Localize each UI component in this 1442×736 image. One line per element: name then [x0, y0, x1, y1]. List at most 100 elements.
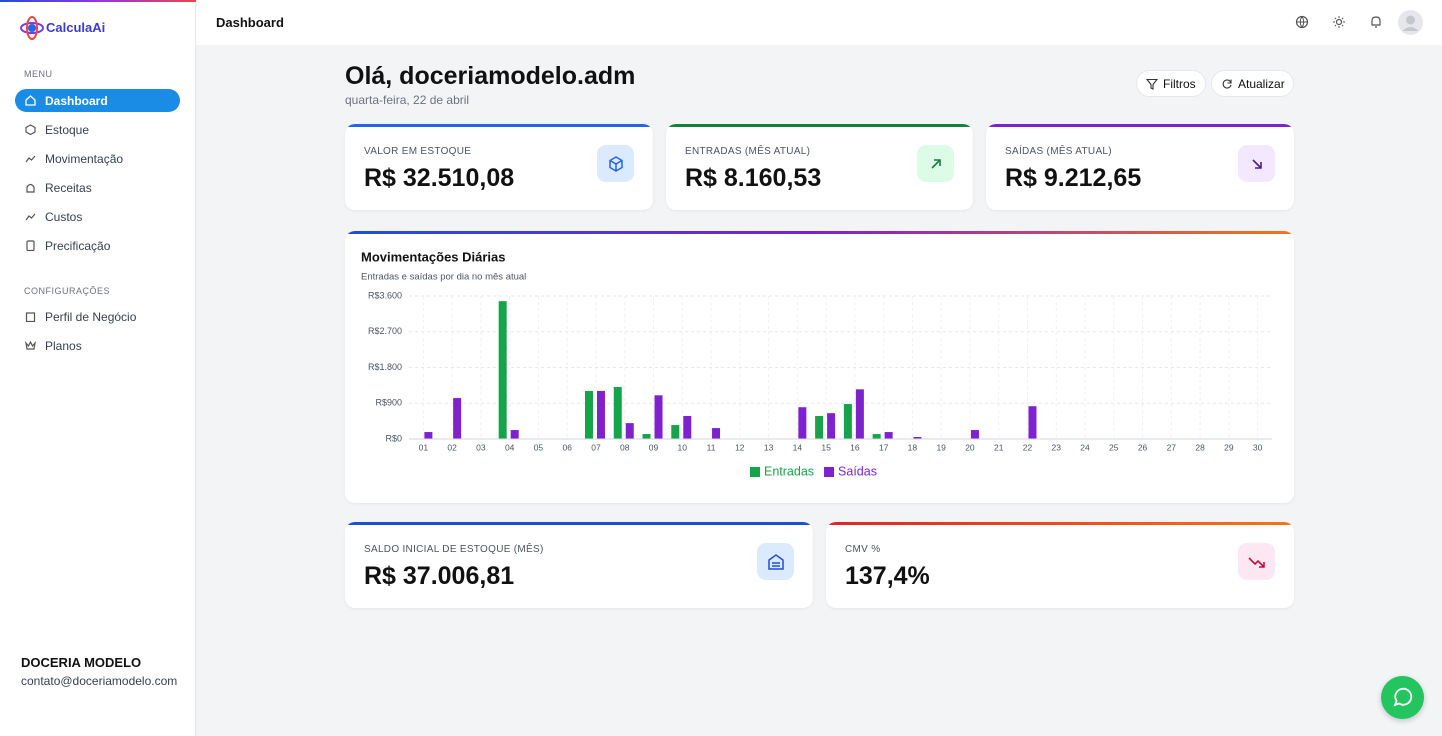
bar	[498, 301, 507, 439]
card-label: VALOR EM ESTOQUE	[364, 146, 472, 157]
card-value: R$ 37.006,81	[364, 562, 515, 590]
card-icon	[917, 145, 954, 182]
x-tick-label: 14	[793, 442, 803, 452]
menu-label: Perfil de Negócio	[45, 310, 137, 324]
theme-icon[interactable]	[1332, 15, 1346, 29]
icon	[1146, 78, 1158, 90]
x-tick-label: 07	[591, 442, 601, 452]
sidebar: CalculaAi MENU Dashboard Estoque Movimen…	[0, 0, 196, 736]
bar	[855, 389, 864, 439]
x-tick-label: 28	[1195, 442, 1205, 452]
card-value: R$ 32.510,08	[364, 164, 515, 192]
card-label: ENTRADAS (MÊS ATUAL)	[685, 146, 811, 157]
refresh-button[interactable]: Atualizar	[1211, 70, 1294, 97]
x-tick-label: 06	[562, 442, 572, 452]
x-tick-label: 21	[994, 442, 1004, 452]
bell-icon[interactable]	[1369, 15, 1383, 29]
bar	[671, 425, 680, 439]
chart-subtitle: Entradas e saídas por dia no mês atual	[361, 272, 526, 283]
x-tick-label: 13	[764, 442, 774, 452]
accent	[345, 522, 813, 525]
greeting: Olá, doceriamodelo.adm	[345, 62, 636, 90]
x-tick-label: 11	[707, 442, 716, 452]
filter-button[interactable]: Filtros	[1136, 70, 1206, 97]
bar	[596, 390, 605, 439]
x-tick-label: 18	[908, 442, 918, 452]
bar	[683, 415, 692, 439]
menu-item[interactable]: Precificação	[15, 234, 180, 257]
x-tick-label: 23	[1052, 442, 1062, 452]
bar	[913, 437, 922, 439]
legend-label: Saídas	[838, 464, 877, 478]
bar	[613, 386, 622, 439]
x-tick-label: 30	[1253, 442, 1263, 452]
menu-item[interactable]: Custos	[15, 205, 180, 228]
menu-label: Precificação	[45, 239, 111, 253]
stat-card: SALDO INICIAL DE ESTOQUE (MÊS) R$ 37.006…	[345, 522, 813, 608]
chart-card: Movimentações Diárias Entradas e saídas …	[345, 231, 1294, 503]
chat-button[interactable]	[1381, 676, 1424, 719]
x-tick-label: 12	[735, 442, 745, 452]
logo	[20, 16, 44, 40]
card-icon	[597, 145, 634, 182]
x-tick-label: 27	[1167, 442, 1177, 452]
icon	[26, 183, 35, 193]
config-heading: CONFIGURAÇÕES	[24, 286, 111, 296]
y-tick-label: R$900	[375, 398, 402, 408]
button-label: Atualizar	[1238, 77, 1285, 91]
chart-title: Movimentações Diárias	[361, 249, 506, 264]
bar	[424, 432, 433, 439]
x-tick-label: 24	[1080, 442, 1090, 452]
card-value: R$ 9.212,65	[1005, 164, 1142, 192]
menu-heading: MENU	[24, 69, 53, 79]
menu-item[interactable]: Estoque	[15, 118, 180, 141]
accent	[826, 522, 1294, 525]
x-tick-label: 25	[1109, 442, 1119, 452]
y-tick-label: R$3.600	[368, 290, 402, 300]
bar	[510, 430, 519, 439]
globe-icon[interactable]	[1295, 15, 1309, 29]
card-value: R$ 8.160,53	[685, 164, 822, 192]
avatar[interactable]	[1398, 10, 1423, 35]
card-label: SALDO INICIAL DE ESTOQUE (MÊS)	[364, 544, 544, 555]
y-tick-label: R$0	[385, 433, 402, 443]
menu-item[interactable]: Dashboard	[15, 89, 180, 112]
stat-card: SAÍDAS (MÊS ATUAL) R$ 9.212,65	[986, 124, 1294, 210]
accent	[666, 124, 973, 127]
x-tick-label: 01	[419, 442, 429, 452]
x-tick-label: 20	[965, 442, 975, 452]
x-tick-label: 03	[476, 442, 486, 452]
menu-label: Planos	[45, 339, 82, 353]
menu-item[interactable]: Perfil de Negócio	[15, 305, 180, 328]
bar	[712, 428, 721, 439]
accent	[345, 124, 653, 127]
bar	[453, 398, 462, 439]
x-tick-label: 10	[678, 442, 688, 452]
menu-label: Movimentação	[45, 152, 124, 166]
stat-card: VALOR EM ESTOQUE R$ 32.510,08	[345, 124, 653, 210]
stat-card: ENTRADAS (MÊS ATUAL) R$ 8.160,53	[666, 124, 973, 210]
menu-item[interactable]: Movimentação	[15, 147, 180, 170]
x-tick-label: 02	[447, 442, 457, 452]
icon	[25, 340, 36, 350]
icon	[26, 240, 35, 251]
menu-item[interactable]: Receitas	[15, 176, 180, 199]
x-tick-label: 22	[1023, 442, 1033, 452]
x-tick-label: 15	[821, 442, 831, 452]
bar	[625, 423, 634, 439]
accent	[345, 231, 1294, 234]
card-label: CMV %	[845, 544, 881, 555]
bar	[815, 415, 824, 439]
header-title: Dashboard	[216, 15, 284, 30]
icon	[25, 95, 36, 106]
menu-label: Dashboard	[45, 94, 108, 108]
stat-card: CMV % 137,4%	[826, 522, 1294, 608]
x-tick-label: 09	[649, 442, 659, 452]
bar	[584, 390, 593, 439]
menu-item[interactable]: Planos	[15, 334, 180, 357]
x-tick-label: 16	[850, 442, 860, 452]
card-icon	[1238, 145, 1275, 182]
card-label: SAÍDAS (MÊS ATUAL)	[1005, 146, 1112, 157]
icon	[25, 124, 36, 135]
accent	[986, 124, 1294, 127]
